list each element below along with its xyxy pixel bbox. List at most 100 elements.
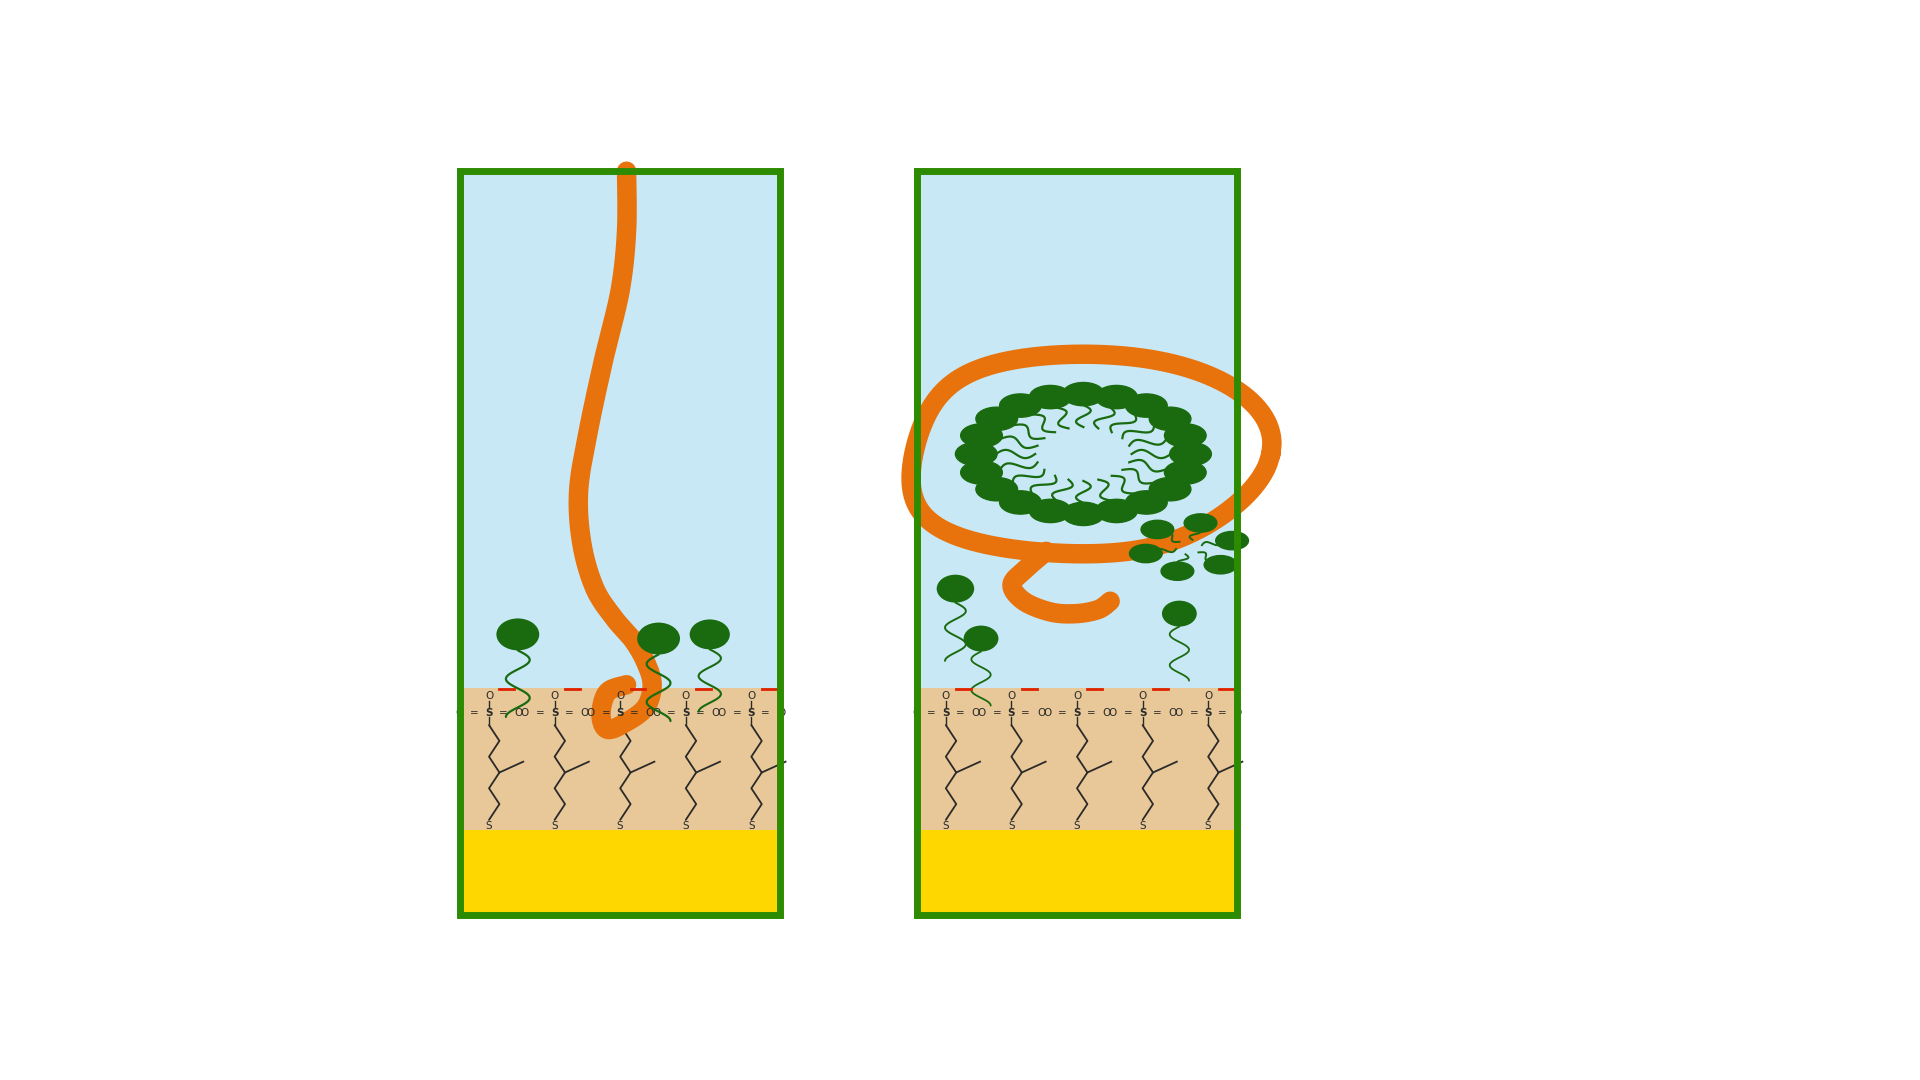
Ellipse shape: [1162, 600, 1196, 626]
Circle shape: [960, 423, 1002, 447]
Ellipse shape: [497, 619, 540, 650]
Text: =: =: [760, 707, 770, 717]
Text: O: O: [1102, 707, 1112, 717]
Bar: [461, 688, 780, 829]
Text: O: O: [1235, 707, 1242, 717]
Text: O: O: [912, 707, 920, 717]
Text: S: S: [1139, 821, 1146, 831]
Circle shape: [960, 461, 1002, 484]
Text: S: S: [747, 707, 755, 717]
Circle shape: [1029, 386, 1071, 408]
Circle shape: [1169, 443, 1212, 465]
Text: =: =: [1058, 707, 1068, 717]
Text: O: O: [712, 707, 720, 717]
Circle shape: [1129, 544, 1162, 563]
Text: O: O: [718, 707, 726, 717]
Text: O: O: [1139, 691, 1146, 701]
Text: S: S: [616, 821, 624, 831]
Text: S: S: [616, 707, 624, 717]
Circle shape: [1062, 382, 1104, 406]
Text: O: O: [1108, 707, 1117, 717]
Text: =: =: [1087, 707, 1096, 717]
Text: =: =: [1190, 707, 1198, 717]
Bar: [918, 829, 1236, 916]
Text: =: =: [666, 707, 676, 717]
Text: S: S: [943, 821, 948, 831]
Circle shape: [1150, 477, 1190, 501]
Text: O: O: [1175, 707, 1183, 717]
Text: =: =: [695, 707, 705, 717]
Circle shape: [1215, 531, 1248, 550]
Text: O: O: [941, 691, 950, 701]
Text: S: S: [1008, 707, 1016, 717]
Bar: [918, 688, 1236, 829]
Text: =: =: [1217, 707, 1227, 717]
Text: O: O: [972, 707, 979, 717]
Text: O: O: [586, 707, 595, 717]
Bar: [461, 829, 780, 916]
Text: S: S: [682, 707, 689, 717]
Text: O: O: [1008, 691, 1016, 701]
Circle shape: [1162, 562, 1194, 580]
Text: =: =: [927, 707, 935, 717]
Text: S: S: [551, 821, 559, 831]
Ellipse shape: [637, 622, 680, 654]
Circle shape: [1062, 502, 1104, 526]
Circle shape: [1164, 461, 1206, 484]
Text: O: O: [551, 691, 559, 701]
Text: O: O: [1037, 707, 1044, 717]
Text: S: S: [682, 821, 689, 831]
Text: O: O: [645, 707, 655, 717]
Bar: [918, 171, 1236, 688]
Text: =: =: [630, 707, 639, 717]
Text: S: S: [1008, 821, 1016, 831]
Text: S: S: [1206, 821, 1212, 831]
Text: O: O: [616, 691, 624, 701]
Circle shape: [975, 477, 1018, 501]
Circle shape: [1000, 490, 1041, 514]
Text: =: =: [1123, 707, 1133, 717]
Ellipse shape: [964, 625, 998, 651]
Text: O: O: [977, 707, 985, 717]
Text: =: =: [956, 707, 964, 717]
Ellipse shape: [689, 620, 730, 649]
Text: S: S: [1204, 707, 1212, 717]
Circle shape: [1185, 514, 1217, 532]
Ellipse shape: [937, 575, 973, 603]
Text: =: =: [1152, 707, 1162, 717]
Text: S: S: [749, 821, 755, 831]
Text: =: =: [536, 707, 545, 717]
Text: O: O: [653, 707, 660, 717]
Text: O: O: [1043, 707, 1052, 717]
Text: O: O: [515, 707, 522, 717]
Circle shape: [1204, 555, 1236, 573]
Text: =: =: [993, 707, 1002, 717]
Circle shape: [1096, 499, 1137, 523]
Text: O: O: [486, 691, 493, 701]
Text: =: =: [564, 707, 574, 717]
Text: O: O: [455, 707, 463, 717]
Text: S: S: [943, 707, 950, 717]
Bar: [461, 171, 780, 688]
Circle shape: [1125, 490, 1167, 514]
Text: S: S: [551, 707, 559, 717]
Text: O: O: [1167, 707, 1177, 717]
Text: S: S: [486, 707, 493, 717]
Circle shape: [956, 443, 996, 465]
Bar: [461, 171, 780, 916]
Text: O: O: [520, 707, 530, 717]
Text: =: =: [1021, 707, 1029, 717]
Circle shape: [1125, 394, 1167, 417]
Bar: [918, 171, 1236, 916]
Text: =: =: [733, 707, 741, 717]
Text: S: S: [486, 821, 492, 831]
Text: S: S: [1073, 707, 1081, 717]
Circle shape: [1000, 394, 1041, 417]
Circle shape: [1029, 499, 1071, 523]
Circle shape: [975, 407, 1018, 431]
Text: O: O: [778, 707, 785, 717]
Text: S: S: [1139, 707, 1146, 717]
Text: O: O: [580, 707, 589, 717]
Circle shape: [1096, 386, 1137, 408]
Circle shape: [1150, 407, 1190, 431]
